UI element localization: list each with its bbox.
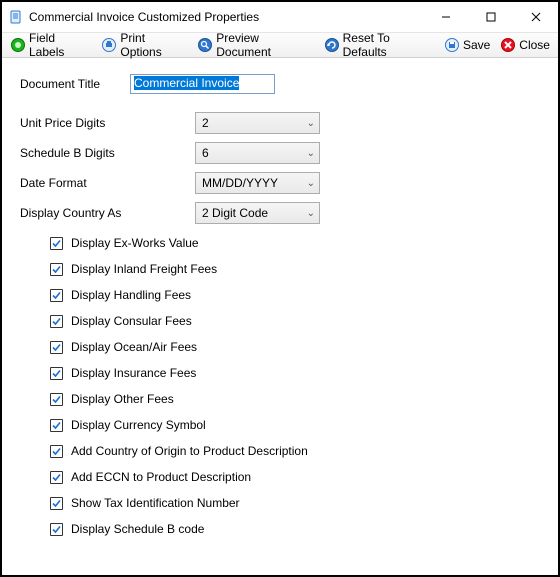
checkbox-row: Display Consular Fees bbox=[50, 314, 540, 328]
checkbox[interactable] bbox=[50, 393, 63, 406]
checkbox-label: Display Ex-Works Value bbox=[71, 236, 199, 250]
chevron-down-icon: ⌄ bbox=[307, 178, 315, 189]
checkbox[interactable] bbox=[50, 419, 63, 432]
checkbox-label: Add Country of Origin to Product Descrip… bbox=[71, 444, 308, 458]
checkbox[interactable] bbox=[50, 341, 63, 354]
print-icon bbox=[101, 37, 117, 53]
close-window-button[interactable] bbox=[513, 2, 558, 32]
checkbox-row: Display Currency Symbol bbox=[50, 418, 540, 432]
checkbox-row: Display Inland Freight Fees bbox=[50, 262, 540, 276]
print-options-label: Print Options bbox=[120, 31, 187, 59]
unit-price-digits-label: Unit Price Digits bbox=[20, 116, 195, 130]
checkbox[interactable] bbox=[50, 445, 63, 458]
checkbox-label: Display Currency Symbol bbox=[71, 418, 206, 432]
checkbox-row: Display Ocean/Air Fees bbox=[50, 340, 540, 354]
chevron-down-icon: ⌄ bbox=[307, 208, 315, 219]
document-title-value: Commercial Invoice bbox=[134, 76, 239, 90]
date-format-select[interactable]: MM/DD/YYYY ⌄ bbox=[195, 172, 320, 194]
document-title-input[interactable]: Commercial Invoice bbox=[130, 74, 275, 94]
chevron-down-icon: ⌄ bbox=[307, 148, 315, 159]
checkbox-label: Show Tax Identification Number bbox=[71, 496, 240, 510]
print-options-button[interactable]: Print Options bbox=[97, 29, 191, 61]
checkbox-label: Display Handling Fees bbox=[71, 288, 191, 302]
checkbox-label: Display Insurance Fees bbox=[71, 366, 196, 380]
schedule-b-digits-label: Schedule B Digits bbox=[20, 146, 195, 160]
schedule-b-digits-select[interactable]: 6 ⌄ bbox=[195, 142, 320, 164]
display-country-label: Display Country As bbox=[20, 206, 195, 220]
save-icon bbox=[444, 37, 460, 53]
checkbox-row: Display Schedule B code bbox=[50, 522, 540, 536]
content: Document Title Commercial Invoice Unit P… bbox=[2, 58, 558, 558]
close-button[interactable]: Close bbox=[496, 35, 554, 55]
display-country-select[interactable]: 2 Digit Code ⌄ bbox=[195, 202, 320, 224]
checkbox-row: Add Country of Origin to Product Descrip… bbox=[50, 444, 540, 458]
checkbox-row: Display Handling Fees bbox=[50, 288, 540, 302]
save-button[interactable]: Save bbox=[440, 35, 494, 55]
display-country-value: 2 Digit Code bbox=[202, 206, 268, 220]
reset-defaults-label: Reset To Defaults bbox=[343, 31, 434, 59]
reset-defaults-button[interactable]: Reset To Defaults bbox=[320, 29, 438, 61]
field-labels-label: Field Labels bbox=[29, 31, 91, 59]
window: Commercial Invoice Customized Properties… bbox=[0, 0, 560, 577]
schedule-b-digits-value: 6 bbox=[202, 146, 209, 160]
minimize-button[interactable] bbox=[423, 2, 468, 32]
preview-icon bbox=[197, 37, 213, 53]
window-title: Commercial Invoice Customized Properties bbox=[29, 10, 423, 24]
checkbox-row: Add ECCN to Product Description bbox=[50, 470, 540, 484]
date-format-label: Date Format bbox=[20, 176, 195, 190]
close-icon bbox=[500, 37, 516, 53]
preview-document-label: Preview Document bbox=[216, 31, 313, 59]
circle-green-icon bbox=[10, 37, 26, 53]
maximize-button[interactable] bbox=[468, 2, 513, 32]
save-label: Save bbox=[463, 38, 490, 52]
chevron-down-icon: ⌄ bbox=[307, 118, 315, 129]
document-title-label: Document Title bbox=[20, 77, 130, 91]
checkbox-row: Display Ex-Works Value bbox=[50, 236, 540, 250]
preview-document-button[interactable]: Preview Document bbox=[193, 29, 317, 61]
app-icon bbox=[8, 9, 24, 25]
unit-price-digits-value: 2 bbox=[202, 116, 209, 130]
unit-price-digits-select[interactable]: 2 ⌄ bbox=[195, 112, 320, 134]
checkbox-label: Display Consular Fees bbox=[71, 314, 192, 328]
reset-icon bbox=[324, 37, 340, 53]
title-bar: Commercial Invoice Customized Properties bbox=[2, 2, 558, 32]
checkbox[interactable] bbox=[50, 497, 63, 510]
close-label: Close bbox=[519, 38, 550, 52]
checkbox-label: Display Inland Freight Fees bbox=[71, 262, 217, 276]
checkbox-list: Display Ex-Works Value Display Inland Fre… bbox=[20, 236, 540, 536]
checkbox[interactable] bbox=[50, 289, 63, 302]
checkbox-label: Add ECCN to Product Description bbox=[71, 470, 251, 484]
date-format-value: MM/DD/YYYY bbox=[202, 176, 278, 190]
checkbox-row: Show Tax Identification Number bbox=[50, 496, 540, 510]
checkbox[interactable] bbox=[50, 263, 63, 276]
checkbox[interactable] bbox=[50, 315, 63, 328]
toolbar: Field Labels Print Options Preview Docum… bbox=[2, 32, 558, 58]
checkbox[interactable] bbox=[50, 471, 63, 484]
checkbox[interactable] bbox=[50, 367, 63, 380]
checkbox[interactable] bbox=[50, 237, 63, 250]
checkbox-label: Display Ocean/Air Fees bbox=[71, 340, 197, 354]
field-labels-button[interactable]: Field Labels bbox=[6, 29, 95, 61]
checkbox-label: Display Schedule B code bbox=[71, 522, 204, 536]
checkbox-row: Display Other Fees bbox=[50, 392, 540, 406]
checkbox-row: Display Insurance Fees bbox=[50, 366, 540, 380]
checkbox[interactable] bbox=[50, 523, 63, 536]
checkbox-label: Display Other Fees bbox=[71, 392, 174, 406]
